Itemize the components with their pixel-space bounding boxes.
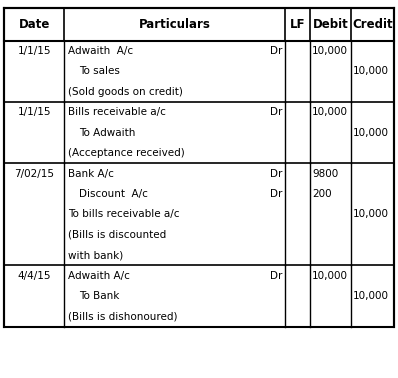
Text: Particulars: Particulars	[139, 18, 211, 31]
Text: Dr: Dr	[271, 107, 283, 117]
Text: Credit: Credit	[352, 18, 393, 31]
Text: To sales: To sales	[79, 67, 120, 76]
Text: Bank A/c: Bank A/c	[68, 169, 113, 178]
Bar	[4, 8, 394, 327]
Text: 10,000: 10,000	[312, 107, 348, 117]
Text: To bills receivable a/c: To bills receivable a/c	[68, 209, 179, 219]
Text: 10,000: 10,000	[312, 271, 348, 280]
Text: 10,000: 10,000	[353, 128, 389, 138]
Text: Dr: Dr	[271, 169, 283, 178]
Text: (Sold goods on credit): (Sold goods on credit)	[68, 87, 183, 97]
Text: Bills receivable a/c: Bills receivable a/c	[68, 107, 166, 117]
Text: 9800: 9800	[312, 169, 338, 178]
Text: Dr: Dr	[271, 271, 283, 280]
Text: (Acceptance received): (Acceptance received)	[68, 148, 184, 158]
Text: 10,000: 10,000	[353, 291, 389, 301]
Text: 10,000: 10,000	[312, 46, 348, 56]
Text: with bank): with bank)	[68, 250, 123, 260]
Text: 200: 200	[312, 189, 332, 199]
Text: (Bills is dishonoured): (Bills is dishonoured)	[68, 311, 177, 321]
Text: LF: LF	[290, 18, 305, 31]
Text: Dr: Dr	[271, 46, 283, 56]
Text: 10,000: 10,000	[353, 67, 389, 76]
Text: (Bills is discounted: (Bills is discounted	[68, 230, 166, 240]
Text: Discount  A/c: Discount A/c	[79, 189, 148, 199]
Text: To Adwaith: To Adwaith	[79, 128, 136, 138]
Text: Adwaith  A/c: Adwaith A/c	[68, 46, 133, 56]
Text: Dr: Dr	[271, 189, 283, 199]
Text: Debit: Debit	[313, 18, 349, 31]
Text: 4/4/15: 4/4/15	[18, 271, 51, 280]
Text: Adwaith A/c: Adwaith A/c	[68, 271, 129, 280]
Text: 1/1/15: 1/1/15	[18, 46, 51, 56]
Text: 7/02/15: 7/02/15	[14, 169, 54, 178]
Text: 1/1/15: 1/1/15	[18, 107, 51, 117]
Text: Date: Date	[19, 18, 50, 31]
Text: To Bank: To Bank	[79, 291, 120, 301]
Text: 10,000: 10,000	[353, 209, 389, 219]
